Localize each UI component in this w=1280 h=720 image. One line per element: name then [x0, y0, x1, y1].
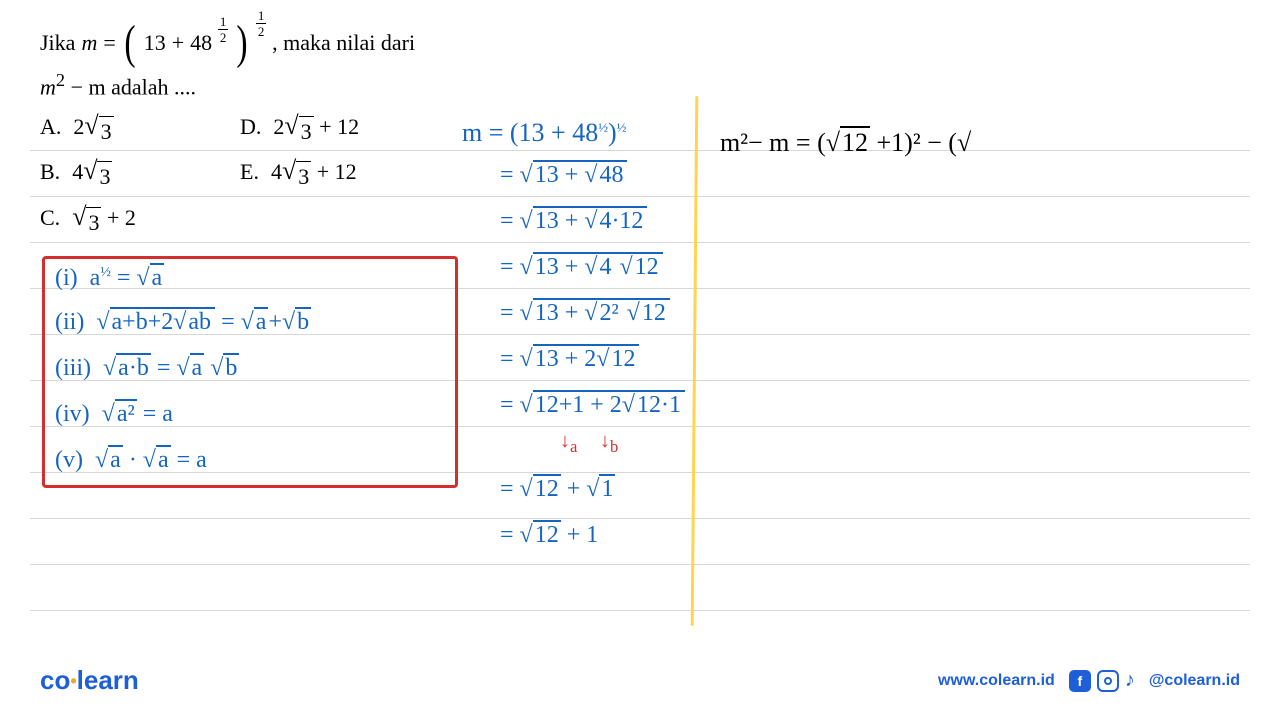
work-line5: = √13 + √2² √12: [500, 300, 670, 327]
footer-handle: @colearn.id: [1149, 672, 1240, 690]
work-line3: = √13 + √4·12: [500, 208, 647, 235]
rule-v: (v) √a · √a = a: [55, 447, 207, 474]
work-line7: = √12+1 + 2√12·1: [500, 392, 685, 419]
right-expression: m²− m = (√12 +1)² − (√: [720, 128, 971, 158]
work-annotation-a: ↓a: [560, 430, 577, 457]
prefix: Jika: [40, 28, 75, 59]
rule-iii: (iii) √a·b = √a √b: [55, 355, 239, 382]
var-m: m: [81, 28, 97, 59]
work-line2: = √13 + √48: [500, 162, 627, 189]
tiktok-icon: ♪: [1125, 669, 1135, 692]
rule-iv: (iv) √a² = a: [55, 401, 173, 428]
problem-line2: m2 − m adalah ....: [40, 68, 1240, 103]
work-line4: = √13 + √4 √12: [500, 254, 663, 281]
problem-line1: Jika m = ( 13 + 48 1 2 ) 1 2 , maka nila…: [40, 24, 1240, 62]
option-d: D. 2√3 + 12: [240, 112, 440, 148]
footer-url: www.colearn.id: [938, 672, 1055, 690]
work-annotation-b: ↓b: [600, 430, 618, 457]
paren-right: ): [237, 24, 248, 62]
brand-logo: co•learn: [40, 665, 139, 696]
inner-exponent: 1 2: [218, 15, 228, 44]
work-line8: = √12 + √1: [500, 476, 615, 503]
footer-right: www.colearn.id f ♪ @colearn.id: [938, 669, 1240, 692]
option-a: A. 2√3: [40, 112, 240, 148]
work-line1: m = (13 + 48½)½: [462, 118, 626, 148]
logo-dot-icon: •: [70, 671, 76, 691]
outer-exponent: 1 2: [256, 9, 266, 38]
footer: co•learn www.colearn.id f ♪ @colearn.id: [40, 665, 1240, 696]
thirteen: 13: [144, 28, 166, 59]
page-root: Jika m = ( 13 + 48 1 2 ) 1 2 , maka nila…: [0, 0, 1280, 720]
facebook-icon: f: [1069, 670, 1091, 692]
instagram-icon: [1097, 670, 1119, 692]
paren-left: (: [124, 24, 135, 62]
social-icons: f ♪: [1069, 669, 1135, 692]
plus: +: [172, 28, 184, 59]
suffix: , maka nilai dari: [272, 28, 415, 59]
equals: =: [103, 28, 115, 59]
work-line6: = √13 + 2√12: [500, 346, 639, 373]
rule-ii: (ii) √a+b+2√ab = √a+√b: [55, 309, 311, 336]
fortyeight: 48: [190, 28, 212, 59]
work-line9: = √12 + 1: [500, 522, 598, 549]
rule-i: (i) a½ = √a: [55, 265, 164, 292]
rules-box: (i) a½ = √a (ii) √a+b+2√ab = √a+√b (iii)…: [42, 256, 458, 488]
